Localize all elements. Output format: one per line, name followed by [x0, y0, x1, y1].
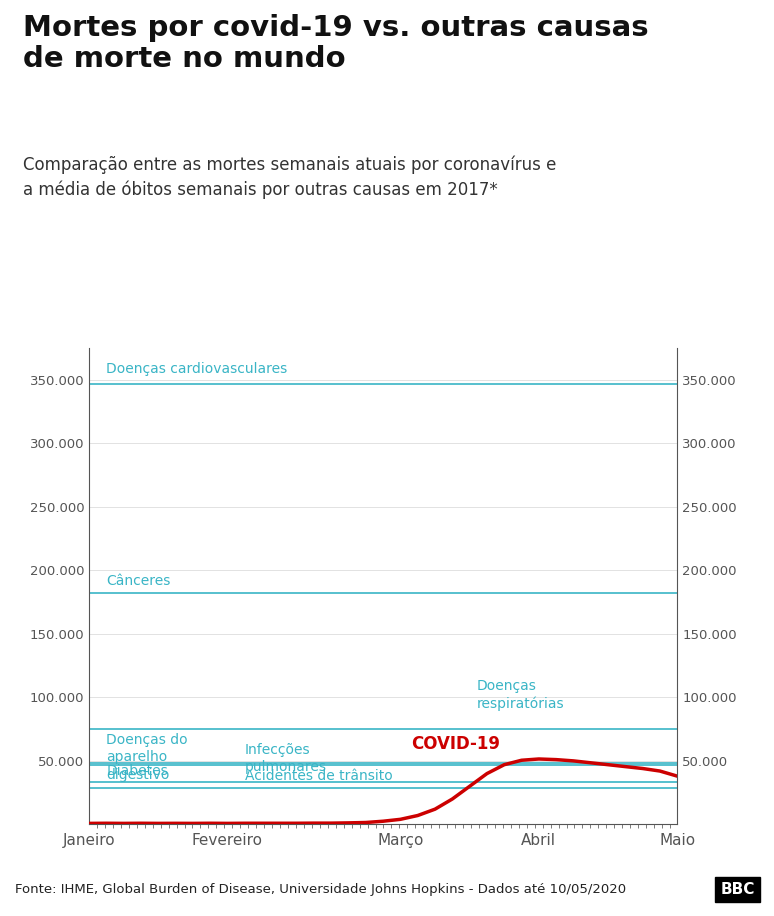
Text: BBC: BBC: [721, 882, 755, 897]
Text: Fonte: IHME, Global Burden of Disease, Universidade Johns Hopkins - Dados até 10: Fonte: IHME, Global Burden of Disease, U…: [15, 883, 627, 896]
Text: Doenças do
aparelho
digestivo: Doenças do aparelho digestivo: [106, 733, 188, 781]
Text: Cânceres: Cânceres: [106, 574, 171, 588]
Text: Mortes por covid-19 vs. outras causas
de morte no mundo: Mortes por covid-19 vs. outras causas de…: [23, 14, 649, 73]
Text: Comparação entre as mortes semanais atuais por coronavírus e
a média de óbitos s: Comparação entre as mortes semanais atua…: [23, 156, 557, 199]
Text: Diabetes: Diabetes: [106, 764, 168, 778]
Text: Acidentes de trânsito: Acidentes de trânsito: [245, 769, 392, 783]
Text: Doenças
respiratórias: Doenças respiratórias: [477, 680, 564, 712]
Text: Doenças cardiovasculares: Doenças cardiovasculares: [106, 362, 288, 376]
Text: COVID-19: COVID-19: [411, 736, 500, 753]
Text: Infecções
pulmonares: Infecções pulmonares: [245, 743, 327, 774]
